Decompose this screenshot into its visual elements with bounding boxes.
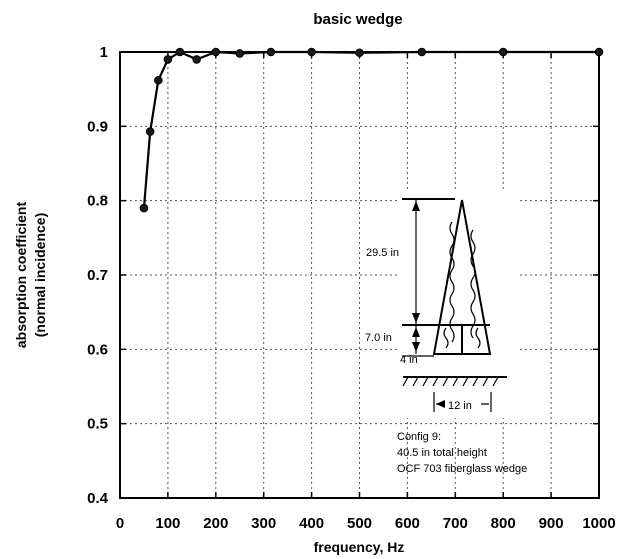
data-point [235,49,245,58]
dim-arrow-mid-up [412,313,420,323]
diagram-mask [398,190,518,418]
data-point [145,127,155,136]
dim-base-label: 4 in [400,354,418,366]
y-tick-label: 0.8 [87,193,108,210]
dim-lower-bg [364,330,408,345]
y-tick-label: 0.6 [87,341,108,358]
data-point [266,47,276,57]
x-tick-label: 700 [443,515,468,532]
series-line [142,50,599,209]
wedge-diagram: 29.5 in 7.0 in 4 in 12 in Config 9: 40.5… [364,190,527,475]
floor-hatching [402,376,499,387]
y-tick-label: 0.4 [87,490,109,507]
dim-arrow-top [412,201,420,211]
x-tick-label: 400 [299,515,324,532]
data-point [594,47,604,57]
dim-width-label: 12 in [448,400,472,412]
fiberglass-squiggle-right [470,229,476,339]
y-tick-label: 0.7 [87,267,108,284]
data-point [211,47,221,57]
data-point [307,47,316,57]
x-tick-label: 200 [203,515,228,532]
data-point [417,47,427,57]
x-axis-label: frequency, Hz [314,539,405,555]
data-point [175,47,185,57]
y-tick-label: 1 [100,44,108,61]
x-tick-labels: 0 100 200 300 400 500 600 700 800 900 1000 [116,515,616,532]
y-tick-labels: 0.4 0.5 0.6 0.7 0.8 0.9 1 [87,44,109,507]
x-tick-label: 900 [539,515,564,532]
dim-width-arrow-left [436,400,445,408]
data-point [163,55,173,64]
chart-title: basic wedge [313,11,402,28]
dim-arrow-mid-down [412,327,420,337]
x-tick-label: 300 [251,515,276,532]
x-tick-label: 500 [347,515,372,532]
data-point [154,75,163,85]
fiberglass-squiggle-base-right [475,327,481,349]
data-point [139,203,149,213]
y-axis-label-line2: (normal incidence) [32,213,48,337]
data-point [355,48,364,58]
data-point [498,47,508,57]
x-tick-label: 100 [155,515,180,532]
data-point [192,55,201,64]
x-tick-label: 0 [116,515,124,532]
x-tick-label: 600 [395,515,420,532]
dim-upper-bg [365,244,414,260]
y-axis-label-line1: absorption coefficient [13,202,29,349]
grid [120,52,599,498]
x-tick-label: 800 [491,515,516,532]
x-tick-label: 1000 [582,515,615,532]
fiberglass-squiggle-base-left [443,327,449,349]
y-tick-label: 0.9 [87,118,108,135]
y-tick-label: 0.5 [87,416,108,433]
dim-lower-label: 7.0 in [365,332,392,344]
dim-arrow-bottom [412,342,420,352]
data-series [139,47,604,213]
dim-upper-label: 29.5 in [366,247,399,259]
config-label-line2: 40.5 in total height [397,447,487,459]
dim-width-bg [445,398,481,412]
config-label-line3: OCF 703 fiberglass wedge [397,463,527,475]
fiberglass-squiggle-left [449,221,455,343]
config-label-line1: Config 9: [397,431,441,443]
